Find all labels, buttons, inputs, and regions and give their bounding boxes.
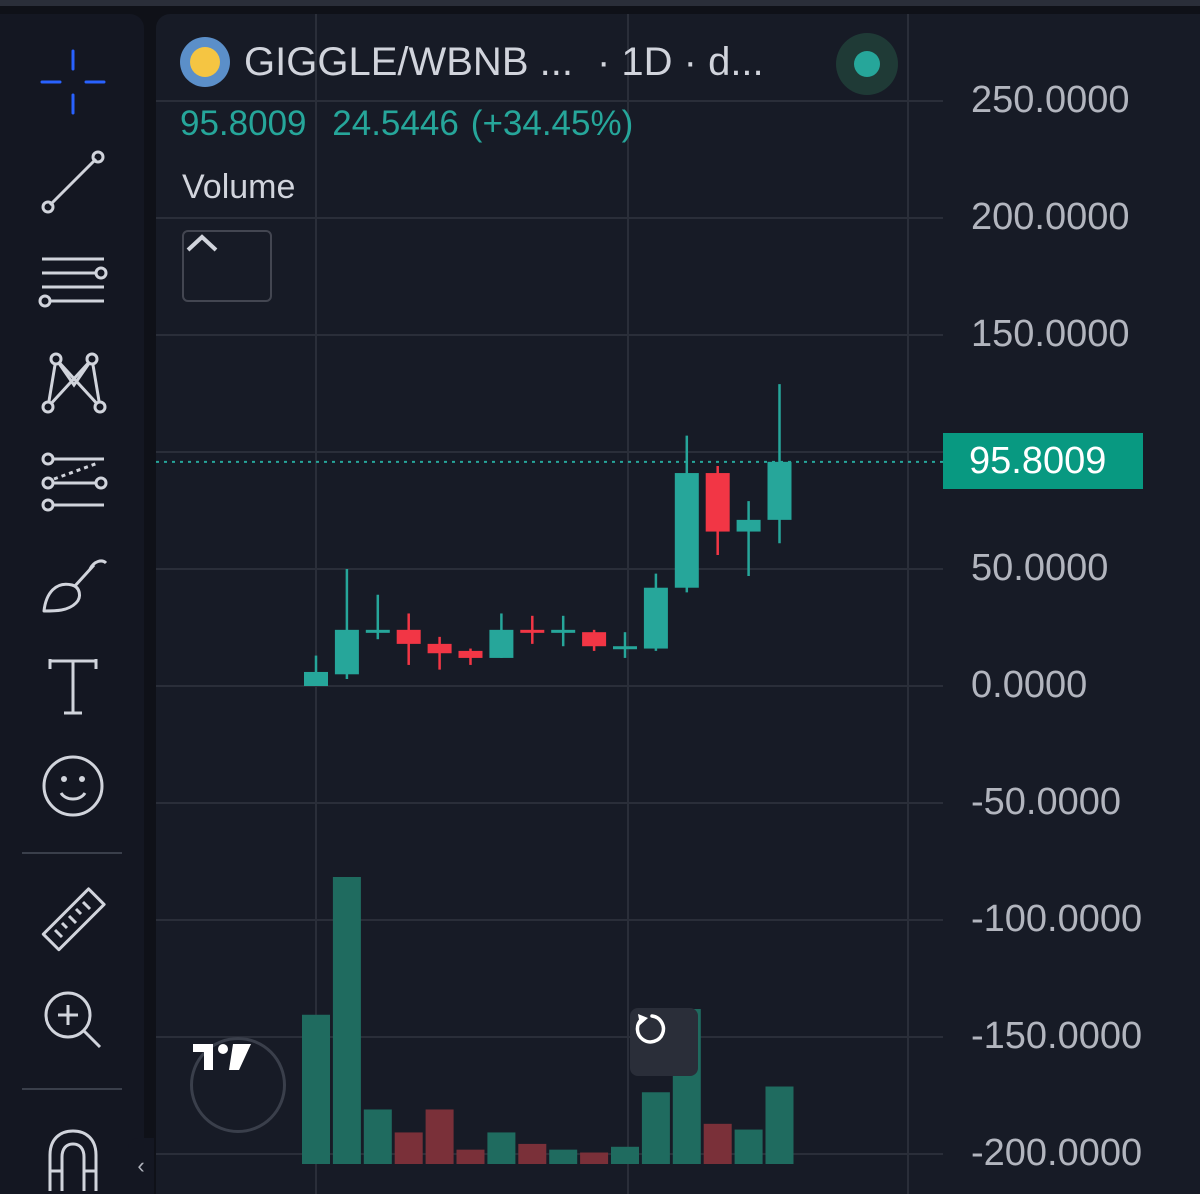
volume-bar (641, 1092, 670, 1164)
reset-icon (635, 1014, 666, 1044)
volume-bar (549, 1149, 578, 1164)
chart-pane[interactable]: GIGGLE/WBNB ... · 1D · d... 95.8009 24.5… (156, 14, 1200, 1194)
price-axis-label: -100.0000 (971, 898, 1143, 940)
price-axis-label: 50.0000 (971, 547, 1109, 589)
price-axis-label: 0.0000 (971, 664, 1088, 706)
volume-bar (580, 1152, 609, 1164)
toolbar-separator (22, 1088, 122, 1090)
volume-bar (703, 1123, 732, 1164)
candle-body (334, 629, 359, 675)
change-percent: (+34.45%) (470, 104, 634, 143)
pattern-tool[interactable] (28, 342, 118, 422)
giggle-coin-icon (180, 37, 230, 87)
trend-line-tool[interactable] (28, 142, 118, 222)
candle-body (427, 643, 452, 654)
volume-bar (302, 1014, 330, 1164)
volume-bar (518, 1143, 547, 1164)
magnet-icon (48, 1129, 98, 1191)
forecast-tool[interactable] (28, 444, 118, 524)
chevron-left-icon: ‹ (137, 1153, 145, 1178)
close-value: 95.8009 (180, 104, 307, 143)
collapse-toolbar-button[interactable]: ‹ (128, 1138, 154, 1194)
pattern-icon (41, 352, 107, 414)
volume-bar (332, 877, 361, 1164)
volume-bar (363, 1109, 392, 1164)
candle-body (674, 473, 699, 588)
price-axis-label: 150.0000 (971, 313, 1130, 355)
volume-indicator-label[interactable]: Volume (182, 168, 296, 206)
top-border (0, 0, 1200, 6)
price-axis-label: 250.0000 (971, 79, 1130, 121)
candle-body (489, 629, 514, 658)
toolbar-separator (22, 852, 122, 854)
emoji-icon (42, 755, 104, 817)
trend-line-icon (41, 150, 105, 214)
volume-bar (394, 1132, 423, 1164)
candle-body (551, 629, 576, 633)
market-status-icon[interactable] (836, 33, 898, 95)
collapse-legend-button[interactable] (182, 230, 272, 302)
forecast-icon (41, 452, 108, 512)
volume-bar (611, 1146, 639, 1164)
text-tool[interactable] (28, 646, 118, 726)
price-axis-label: -200.0000 (971, 1132, 1143, 1174)
volume-bar (487, 1132, 516, 1164)
candle-body (705, 473, 730, 532)
price-axis-label: 200.0000 (971, 196, 1130, 238)
candle-body (767, 461, 792, 520)
horizontal-lines-tool[interactable] (28, 242, 118, 322)
last-price-tag: 95.8009 (943, 433, 1143, 489)
price-axis-label: -150.0000 (971, 1015, 1143, 1057)
zoom-in-icon (44, 991, 102, 1049)
candle-body (520, 629, 545, 633)
change-value: 24.5446 (332, 104, 459, 143)
tradingview-logo-icon (193, 1044, 251, 1070)
ruler-icon (41, 887, 106, 952)
magnet-tool[interactable] (28, 1114, 118, 1194)
candle-body (365, 629, 390, 633)
brush-tool[interactable] (28, 544, 118, 624)
pair-name: GIGGLE/WBNB ... (244, 39, 573, 84)
horizontal-lines-icon (38, 257, 108, 308)
ruler-tool[interactable] (28, 880, 118, 960)
zoom-in-tool[interactable] (28, 980, 118, 1060)
reset-chart-button[interactable] (630, 1008, 698, 1076)
candle-body (736, 519, 761, 532)
price-axis-label: -50.0000 (971, 781, 1122, 823)
candle-body (582, 632, 607, 647)
crosshair-tool[interactable] (28, 42, 118, 122)
text-tool-icon (48, 659, 98, 715)
brush-icon (42, 559, 108, 613)
crosshair-icon (40, 49, 106, 115)
chevron-up-icon (186, 234, 218, 252)
candle-body (613, 646, 637, 650)
drawing-toolbar (0, 14, 144, 1194)
candle-body (458, 650, 483, 658)
interval-label: · 1D · d... (596, 39, 764, 84)
volume-bar (765, 1086, 794, 1164)
price-chart[interactable] (156, 14, 1200, 1194)
candle-body (304, 671, 328, 686)
volume-bar (456, 1149, 485, 1164)
tradingview-logo[interactable] (190, 1037, 286, 1133)
candle-body (643, 587, 668, 649)
candle-body (396, 629, 421, 644)
volume-bar (734, 1129, 763, 1164)
ohlc-legend: 95.8009 24.5446 (+34.45%) (180, 104, 649, 144)
volume-bar (425, 1109, 454, 1164)
symbol-legend[interactable]: GIGGLE/WBNB ... · 1D · d... (180, 36, 764, 88)
emoji-tool[interactable] (28, 746, 118, 826)
